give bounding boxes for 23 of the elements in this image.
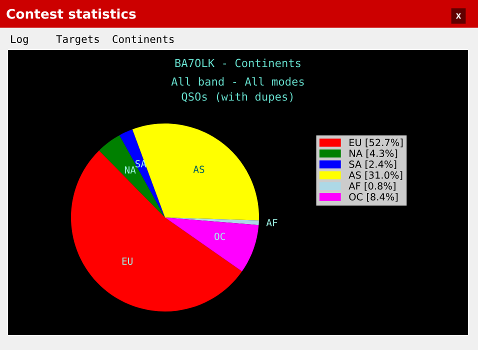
pie-slice	[165, 218, 259, 226]
legend-label: AS [31.0%]	[348, 171, 402, 180]
text: OC	[214, 232, 225, 240]
legend-label: EU [52.7%]	[350, 138, 403, 148]
pie-slice	[165, 218, 259, 272]
legend-label: NA [4.3%]	[350, 149, 398, 158]
legend-label: OC [8.4%]	[349, 192, 398, 202]
legend-label: AF [0.8%]	[348, 182, 396, 191]
text: NA	[124, 166, 136, 174]
text: Continents	[112, 34, 174, 44]
text: AS	[193, 166, 204, 174]
legend-label: SA [2.4%]	[349, 160, 396, 170]
text: x	[456, 13, 462, 19]
text: Log	[11, 35, 28, 46]
pie-slice	[119, 129, 165, 218]
pie-slice	[99, 135, 165, 218]
pie-slice	[71, 150, 242, 312]
text: Targets	[56, 35, 99, 46]
text: Contest statistics	[6, 8, 136, 19]
chart-title: BA7OLK - Continents	[175, 58, 300, 68]
text: AF	[266, 219, 278, 226]
text: EU	[122, 258, 132, 265]
chart-subtitle: All band - All modes QSOs (with dupes)	[171, 77, 304, 103]
